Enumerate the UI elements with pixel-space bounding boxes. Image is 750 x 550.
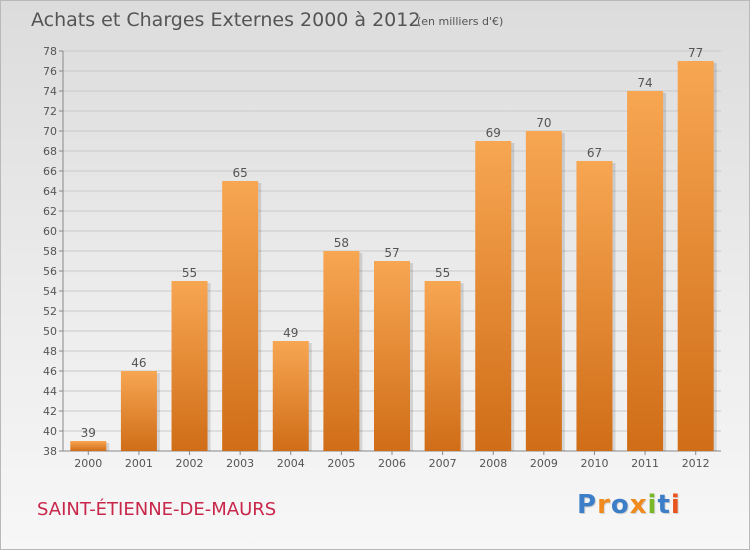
x-tick-labels: 2000 2001 2002 2003 2004 2005 2006 2007 2008 2009…	[74, 457, 709, 470]
y-tick-label: 52	[43, 305, 57, 318]
y-tick-label: 54	[43, 285, 57, 298]
bar-2000	[70, 441, 107, 451]
y-tick-label: 40	[43, 425, 57, 438]
bar-2003	[222, 181, 259, 451]
y-tick-label: 46	[43, 365, 57, 378]
bar-2006	[374, 261, 410, 451]
bars	[70, 61, 717, 451]
logo-letter: x	[629, 490, 648, 520]
x-tick-label: 2006	[378, 457, 406, 470]
y-tick-label: 60	[43, 225, 57, 238]
data-label: 65	[233, 166, 248, 180]
y-tick-label: 70	[43, 125, 57, 138]
data-label: 70	[536, 116, 551, 130]
logo-letter: t	[657, 490, 671, 520]
bar-2001	[120, 371, 157, 451]
logo-letter: i	[670, 490, 681, 520]
logo-letter: o	[610, 490, 630, 520]
data-label: 58	[334, 236, 349, 250]
commune-name: SAINT-ÉTIENNE-DE-MAURS	[37, 499, 277, 520]
y-tick-label: 74	[43, 85, 57, 98]
y-tick-label: 62	[43, 205, 57, 218]
x-tick-label: 2007	[429, 457, 457, 470]
bar-2005	[323, 251, 360, 451]
x-tick-label: 2001	[125, 457, 153, 470]
data-label: 77	[688, 46, 703, 60]
x-tick-label: 2011	[631, 457, 659, 470]
y-tick-labels: 38 40 42 44 46 48 50 52 54 56 58 60 62 64 66 68 70 72 74 76…	[43, 45, 57, 458]
bar-2008	[475, 141, 512, 451]
y-tick-label: 68	[43, 145, 57, 158]
data-label: 55	[435, 266, 450, 280]
bar-2007	[424, 281, 461, 451]
data-label: 39	[81, 426, 96, 440]
data-label: 49	[283, 326, 298, 340]
bar-2004	[272, 341, 309, 451]
data-label: 57	[384, 246, 399, 260]
x-tick-label: 2003	[226, 457, 254, 470]
data-label: 46	[131, 356, 146, 370]
y-tick-label: 76	[43, 65, 57, 78]
x-tick-label: 2012	[682, 457, 710, 470]
proxiti-logo: Proxiti	[577, 490, 681, 520]
x-tick-label: 2008	[479, 457, 507, 470]
data-labels: 39 46 55 65 49 58 57 55 69 70 67 74 77	[81, 46, 704, 440]
bar-2010	[576, 161, 613, 451]
chart-subtitle: (en milliers d'€)	[417, 15, 504, 28]
x-tick-label: 2000	[74, 457, 102, 470]
y-tick-label: 38	[43, 445, 57, 458]
chart-title: Achats et Charges Externes 2000 à 2012	[31, 9, 421, 31]
data-label: 67	[587, 146, 602, 160]
x-tick-label: 2005	[327, 457, 355, 470]
y-tick-label: 64	[43, 185, 57, 198]
data-label: 74	[637, 76, 652, 90]
x-tick-label: 2009	[530, 457, 558, 470]
bar-2012	[677, 61, 714, 451]
bar-2009	[525, 131, 562, 451]
y-tick-label: 48	[43, 345, 57, 358]
logo-letter: i	[647, 490, 658, 520]
y-tick-label: 44	[43, 385, 57, 398]
y-tick-label: 72	[43, 105, 57, 118]
data-label: 69	[486, 126, 501, 140]
x-tick-label: 2002	[176, 457, 204, 470]
y-tick-label: 50	[43, 325, 57, 338]
x-tick-label: 2004	[277, 457, 305, 470]
logo-letter: P	[577, 490, 598, 520]
y-tick-label: 58	[43, 245, 57, 258]
bar-2002	[171, 281, 208, 451]
x-tick-label: 2010	[580, 457, 608, 470]
y-tick-label: 66	[43, 165, 57, 178]
bar-2011	[627, 91, 664, 451]
y-tick-label: 78	[43, 45, 57, 58]
logo-letter: r	[597, 490, 611, 520]
y-tick-label: 56	[43, 265, 57, 278]
data-label: 55	[182, 266, 197, 280]
y-tick-label: 42	[43, 405, 57, 418]
